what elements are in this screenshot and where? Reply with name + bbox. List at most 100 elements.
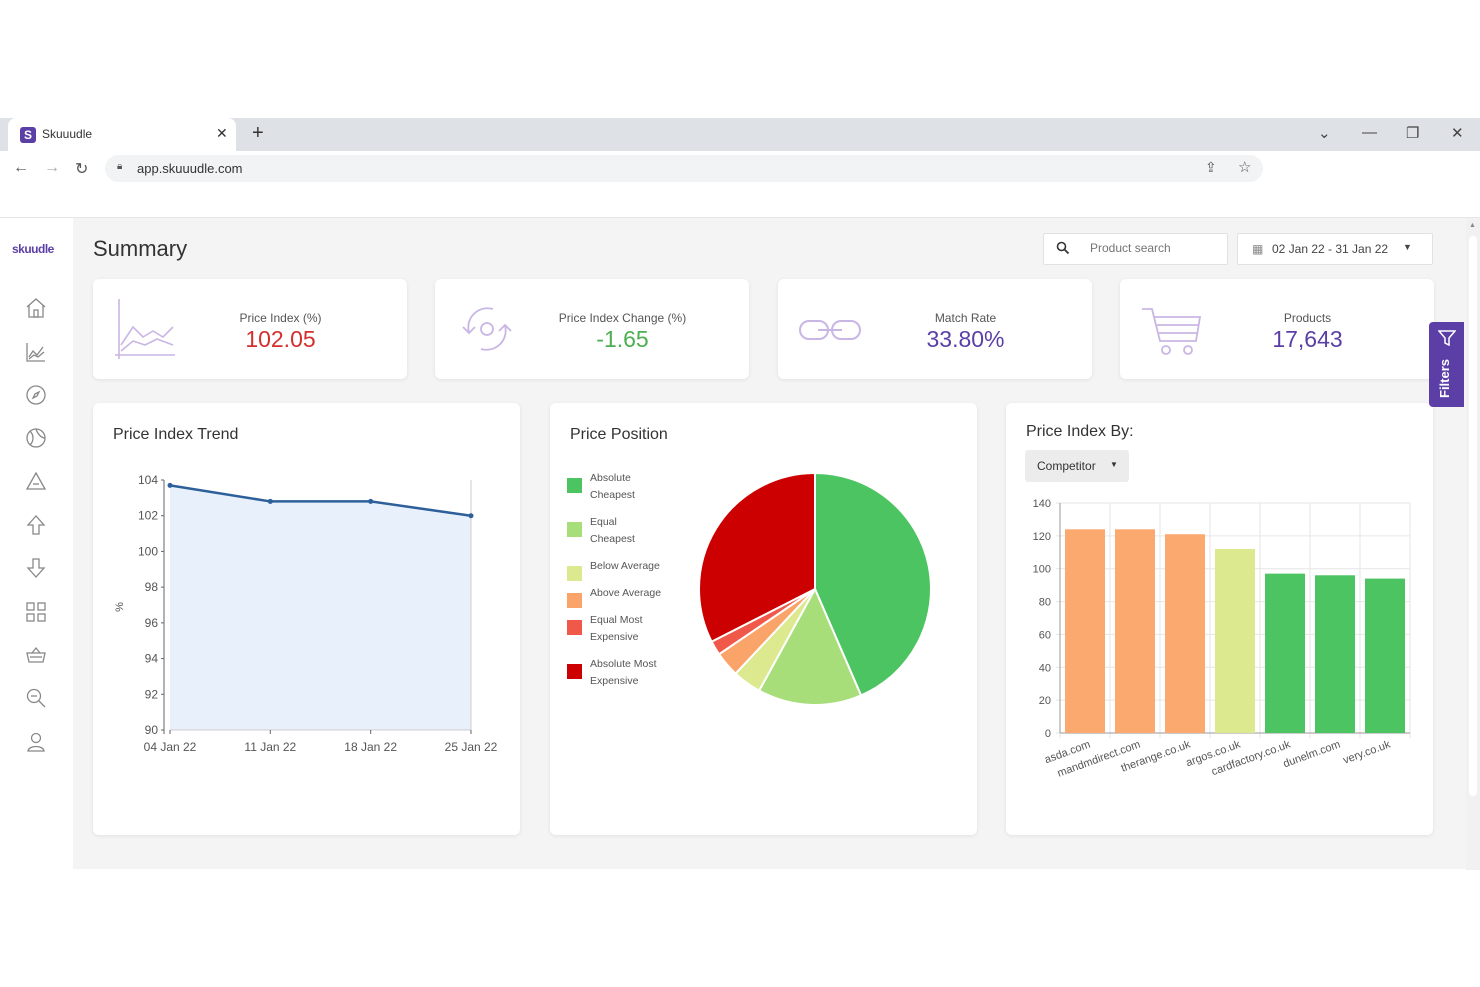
zoom-search-icon[interactable] xyxy=(24,686,48,710)
browser-tab[interactable]: S Skuuudle ✕ xyxy=(8,118,236,151)
x-tick-label: 25 Jan 22 xyxy=(445,740,498,754)
price-up-arrow-icon[interactable] xyxy=(24,513,48,537)
dropdown-value: Competitor xyxy=(1037,459,1096,473)
kpi-label: Match Rate xyxy=(934,311,997,325)
caret-down-icon: ▼ xyxy=(1403,242,1412,252)
y-tick-label: 80 xyxy=(1039,597,1051,609)
kpi-value: 33.80% xyxy=(926,326,1005,352)
kpi-label: Price Index (%) xyxy=(239,311,322,325)
compass-icon[interactable] xyxy=(24,383,48,407)
pie-slice xyxy=(698,471,816,644)
y-tick-label: 100 xyxy=(138,544,158,558)
kpi-match-rate: Match Rate 33.80% xyxy=(778,279,1092,379)
bar xyxy=(1265,573,1305,733)
panel-price-position: Price Position Absolute Cheapest Equal Ch… xyxy=(550,403,977,835)
page-title: Summary xyxy=(93,236,188,261)
y-tick-label: 40 xyxy=(1039,662,1051,674)
x-tick-label: 04 Jan 22 xyxy=(144,740,197,754)
share-icon[interactable]: ⇪ xyxy=(1205,159,1217,175)
panel-title: Price Index By: xyxy=(1026,423,1134,440)
home-icon[interactable] xyxy=(24,296,48,320)
date-range-picker[interactable]: ▦ 02 Jan 22 - 31 Jan 22 ▼ xyxy=(1237,233,1433,265)
trend-chart-icon[interactable] xyxy=(24,340,48,364)
bookmark-star-icon[interactable]: ☆ xyxy=(1238,159,1252,176)
scroll-up-icon[interactable]: ▲ xyxy=(1469,222,1476,229)
shopping-cart-icon xyxy=(1142,308,1202,355)
kpi-value: 102.05 xyxy=(245,326,316,352)
kpi-value: -1.65 xyxy=(596,326,649,352)
user-icon[interactable] xyxy=(24,730,48,754)
search-input[interactable] xyxy=(1090,241,1220,255)
minimize-icon[interactable]: — xyxy=(1362,124,1377,141)
trend-point xyxy=(368,498,374,504)
forward-icon[interactable]: → xyxy=(44,159,60,176)
reload-icon[interactable]: ↻ xyxy=(75,161,89,178)
filters-tab[interactable]: Filters xyxy=(1429,322,1464,407)
panel-price-index-trend: Price Index Trend 90 92 94 96 98 100 102 104 04 … xyxy=(93,403,520,835)
url-text[interactable]: app.skuuudle.com xyxy=(137,161,243,176)
triangle-recycle-icon[interactable] xyxy=(24,470,48,494)
x-tick-label: very.co.uk xyxy=(1342,738,1393,766)
line-chart-icon xyxy=(115,299,175,359)
app-logo[interactable]: skuudle xyxy=(12,242,54,256)
y-tick-label: 98 xyxy=(145,580,159,594)
tab-search-icon[interactable]: ⌄ xyxy=(1318,125,1331,142)
omnibox[interactable]: 🔒︎ app.skuuudle.com ⇪ ☆ xyxy=(105,155,1263,182)
bar xyxy=(1315,575,1355,733)
link-icon xyxy=(799,320,861,340)
lock-icon: 🔒︎ xyxy=(117,161,123,172)
back-icon[interactable]: ← xyxy=(13,159,29,176)
kpi-label: Products xyxy=(1283,311,1332,325)
pie-slice xyxy=(814,471,932,697)
address-bar: ← → ↻ 🔒︎ app.skuuudle.com ⇪ ☆ xyxy=(0,151,1480,187)
group-by-dropdown[interactable]: Competitor ▼ xyxy=(1025,450,1129,482)
x-tick-label: dunelm.com xyxy=(1282,739,1342,771)
kpi-value: 17,643 xyxy=(1272,326,1343,352)
y-tick-label: 94 xyxy=(145,652,159,666)
ball-icon[interactable] xyxy=(24,426,48,450)
legend-label: Equal Most Expensive xyxy=(590,614,643,643)
browser-tab-bar: S Skuuudle ✕ + ⌄ — ❐ ✕ xyxy=(0,118,1480,151)
y-tick-label: 0 xyxy=(1045,728,1051,740)
scrollbar[interactable]: ▲ xyxy=(1466,218,1480,870)
basket-icon[interactable] xyxy=(24,643,48,667)
kpi-price-index: Price Index (%) 102.05 xyxy=(93,279,407,379)
legend-label: Above Average xyxy=(590,587,662,599)
sidebar: skuudle xyxy=(0,218,73,870)
trend-point xyxy=(267,498,273,504)
tab-title: Skuuudle xyxy=(42,127,93,141)
y-axis-label: % xyxy=(114,602,126,612)
y-tick-label: 96 xyxy=(145,616,159,630)
restore-icon[interactable]: ❐ xyxy=(1406,125,1420,142)
y-tick-label: 102 xyxy=(138,509,158,523)
x-tick-label: 11 Jan 22 xyxy=(244,740,296,754)
price-down-arrow-icon[interactable] xyxy=(24,556,48,580)
trend-point xyxy=(167,482,173,488)
search-icon xyxy=(1056,241,1070,255)
scroll-thumb[interactable] xyxy=(1469,236,1477,796)
grid-apps-icon[interactable] xyxy=(24,600,48,624)
kpi-label: Price Index Change (%) xyxy=(558,311,687,325)
tab-close-icon[interactable]: ✕ xyxy=(216,125,228,141)
y-tick-label: 60 xyxy=(1039,629,1051,641)
app-container: skuudle xyxy=(0,217,1480,870)
bar xyxy=(1165,534,1205,733)
calendar-icon: ▦ xyxy=(1252,242,1264,256)
kpi-products: Products 17,643 xyxy=(1120,279,1434,379)
legend-swatch xyxy=(567,478,582,493)
price-index-trend-chart: 90 92 94 96 98 100 102 104 04 Jan 22 11 Jan 22 18 … xyxy=(114,473,498,754)
product-search[interactable] xyxy=(1043,233,1228,265)
panel-title: Price Index Trend xyxy=(113,426,239,443)
y-tick-label: 104 xyxy=(138,473,158,487)
legend-swatch xyxy=(567,620,582,635)
price-position-pie-chart xyxy=(698,471,932,706)
cycle-arrows-icon xyxy=(462,307,512,351)
y-tick-label: 100 xyxy=(1033,564,1051,576)
pie-slice xyxy=(757,586,863,706)
legend-swatch xyxy=(567,593,582,608)
legend-label: Below Average xyxy=(590,560,660,572)
close-window-icon[interactable]: ✕ xyxy=(1451,125,1464,142)
skuuudle-favicon-icon: S xyxy=(20,127,36,143)
y-tick-label: 90 xyxy=(145,723,159,737)
new-tab-icon[interactable]: + xyxy=(252,122,264,144)
